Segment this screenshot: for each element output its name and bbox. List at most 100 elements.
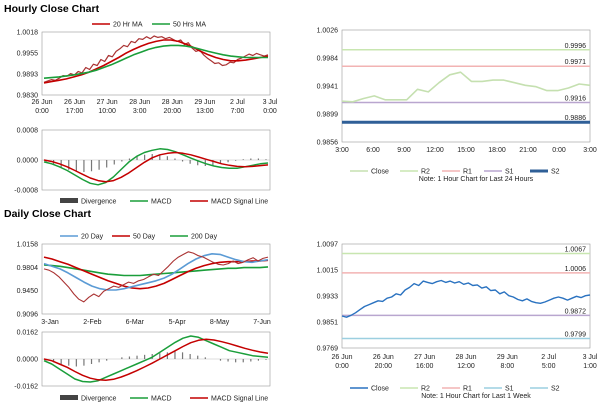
daily-section-title: Daily Close Chart bbox=[4, 208, 91, 220]
daily-pivot-xtick-6-0: 3 Jul bbox=[583, 354, 598, 361]
hourly-price-frame bbox=[41, 31, 271, 96]
daily-pivot-legend-0-label: Close bbox=[371, 386, 389, 393]
daily-pivot-xtick-3-1: 12:00 bbox=[457, 363, 475, 370]
daily-pivot-ytick-0: 1.0097 bbox=[317, 242, 339, 249]
hourly-pivot-xtick-1-0: 6:00 bbox=[366, 147, 380, 154]
daily-200day-line bbox=[43, 264, 269, 277]
daily-price-chart: 1.0158 0.9804 0.9450 0.9096 20 Day 50 Day 200 … bbox=[17, 234, 271, 327]
hourly-pivot-note: Note: 1 Hour Chart for Last 24 Hours bbox=[419, 176, 534, 183]
daily-pivot-xtick-2-0: 27 Jun bbox=[414, 354, 435, 361]
daily-pivot-level-label-s1: 0.9872 bbox=[565, 308, 587, 315]
daily-pivot-note: Note: 1 Hour Chart for Last 1 Week bbox=[421, 393, 531, 400]
hourly-pivot-xtick-2-0: 9:00 bbox=[397, 147, 411, 154]
hourly-price-xtick-7-1: 0:00 bbox=[263, 108, 277, 115]
hourly-20hr-ma-line bbox=[43, 39, 269, 84]
daily-legend-divergence-swatch bbox=[60, 395, 78, 400]
hourly-price-xtick-4-1: 20:00 bbox=[164, 108, 182, 115]
hourly-pivot-legend-1-label: R2 bbox=[421, 169, 430, 176]
hourly-price-chart: 1.0018 0.9955 0.9893 0.9830 20 Hr MA 50 Hrs M… bbox=[17, 22, 278, 116]
daily-pivot-legend-2-label: R1 bbox=[463, 386, 472, 393]
hourly-pivot-ytick-3: 0.9899 bbox=[317, 112, 339, 119]
hourly-pivot-legend-4-label: S2 bbox=[551, 169, 560, 176]
hourly-pivot-xtick-6-0: 21:00 bbox=[519, 147, 537, 154]
daily-pivot-xtick-1-0: 26 Jun bbox=[373, 354, 394, 361]
daily-price-ytick-3: 0.9096 bbox=[17, 312, 39, 319]
daily-20day-line bbox=[43, 252, 269, 291]
hourly-legend-20hr-label: 20 Hr MA bbox=[113, 22, 143, 29]
hourly-price-ytick-0: 1.0018 bbox=[17, 30, 39, 37]
hourly-pivot-ytick-4: 0.9856 bbox=[317, 140, 339, 147]
hourly-pivot-xtick-5-0: 18:00 bbox=[488, 147, 506, 154]
daily-macd-ytick-0: 0.0162 bbox=[17, 330, 39, 337]
hourly-pivot-legend-2-label: R1 bbox=[463, 169, 472, 176]
hourly-legend-macd-label: MACD bbox=[151, 199, 172, 206]
hourly-price-xtick-0-1: 0:00 bbox=[35, 108, 49, 115]
daily-macd-line bbox=[43, 335, 269, 383]
daily-pivot-ytick-2: 0.9933 bbox=[317, 294, 339, 301]
hourly-pivot-level-label-s2: 0.9886 bbox=[565, 115, 587, 122]
daily-price-xtick-5: 7-Jun bbox=[253, 319, 271, 326]
daily-macd-ytick-2: -0.0162 bbox=[14, 384, 38, 391]
hourly-price-xtick-3-0: 28 Jun bbox=[129, 99, 150, 106]
hourly-pivot-xtick-0-0: 3:00 bbox=[335, 147, 349, 154]
hourly-price-xtick-2-0: 27 Jun bbox=[97, 99, 118, 106]
daily-pivot-chart: 1.0097 1.0015 0.9933 0.9851 0.9769 1.0067 1.00… bbox=[317, 242, 598, 401]
daily-pivot-legend-3-label: S1 bbox=[505, 386, 514, 393]
hourly-50hr-ma-line bbox=[43, 44, 268, 79]
daily-price-xtick-2: 6-Mar bbox=[126, 319, 145, 326]
daily-pivot-legend-1-label: R2 bbox=[421, 386, 430, 393]
daily-pivot-xtick-5-0: 2 Jul bbox=[541, 354, 556, 361]
daily-pivot-xtick-2-1: 16:00 bbox=[416, 363, 434, 370]
hourly-macd-ytick-2: -0.0008 bbox=[14, 188, 38, 195]
daily-legend-macd-label: MACD bbox=[151, 396, 172, 403]
daily-legend-divergence-label: Divergence bbox=[81, 396, 117, 403]
hourly-pivot-ytick-1: 0.9984 bbox=[317, 56, 339, 63]
daily-legend-50day-label: 50 Day bbox=[133, 234, 156, 241]
daily-price-ytick-1: 0.9804 bbox=[17, 265, 39, 272]
hourly-macd-line bbox=[43, 148, 269, 186]
daily-pivot-ytick-3: 0.9851 bbox=[317, 320, 339, 327]
daily-pivot-level-label-r2: 1.0067 bbox=[565, 247, 587, 254]
hourly-price-xtick-1-0: 26 Jun bbox=[64, 99, 85, 106]
hourly-pivot-ytick-2: 0.9941 bbox=[317, 84, 339, 91]
daily-price-xtick-4: 8-May bbox=[210, 319, 230, 326]
hourly-macd-ytick-1: 0.0000 bbox=[17, 158, 39, 165]
daily-pivot-xtick-4-0: 29 Jun bbox=[497, 354, 518, 361]
daily-pivot-level-label-r1: 1.0006 bbox=[565, 266, 587, 273]
daily-price-xtick-3: 5-Apr bbox=[169, 319, 187, 326]
hourly-section-title: Hourly Close Chart bbox=[4, 3, 100, 15]
hourly-pivot-close-line bbox=[341, 71, 591, 103]
hourly-price-xtick-5-0: 29 Jun bbox=[194, 99, 215, 106]
hourly-legend-signal-label: MACD Signal Line bbox=[211, 199, 268, 206]
hourly-pivot-xtick-8-0: 3:00 bbox=[583, 147, 597, 154]
hourly-price-xtick-1-1: 17:00 bbox=[66, 108, 84, 115]
hourly-macd-ytick-0: 0.0008 bbox=[17, 128, 39, 135]
hourly-legend-divergence-label: Divergence bbox=[81, 199, 117, 206]
daily-pivot-ytick-1: 1.0015 bbox=[317, 268, 339, 275]
hourly-price-ytick-2: 0.9893 bbox=[17, 72, 39, 79]
hourly-legend-50hr-label: 50 Hrs MA bbox=[173, 22, 206, 29]
hourly-pivot-xtick-3-0: 12:00 bbox=[426, 147, 444, 154]
daily-pivot-close-line bbox=[341, 279, 591, 318]
hourly-pivot-level-label-r2: 0.9996 bbox=[565, 43, 587, 50]
hourly-price-xtick-7-0: 3 Jul bbox=[263, 99, 278, 106]
daily-pivot-xtick-4-1: 8:00 bbox=[501, 363, 515, 370]
daily-pivot-xtick-3-0: 28 Jun bbox=[455, 354, 476, 361]
daily-pivot-ytick-4: 0.9769 bbox=[317, 346, 339, 353]
hourly-price-xtick-0-0: 26 Jun bbox=[31, 99, 52, 106]
daily-legend-200day-label: 200 Day bbox=[191, 234, 218, 241]
daily-price-ytick-2: 0.9450 bbox=[17, 288, 39, 295]
hourly-price-xtick-4-0: 28 Jun bbox=[162, 99, 183, 106]
hourly-price-xtick-3-1: 3:00 bbox=[133, 108, 147, 115]
daily-pivot-legend-4-label: S2 bbox=[551, 386, 560, 393]
daily-pivot-xtick-0-0: 26 Jun bbox=[331, 354, 352, 361]
hourly-signal-line bbox=[43, 151, 269, 183]
hourly-price-xtick-6-1: 7:00 bbox=[231, 108, 245, 115]
hourly-macd-chart: 0.0008 0.0000 -0.0008 Divergence MACD MACD Si… bbox=[14, 128, 271, 206]
daily-signal-line bbox=[43, 338, 269, 382]
hourly-pivot-xtick-4-0: 15:00 bbox=[457, 147, 475, 154]
daily-pivot-frame bbox=[341, 243, 591, 349]
hourly-price-ytick-3: 0.9830 bbox=[17, 93, 39, 100]
hourly-pivot-level-label-s1: 0.9916 bbox=[565, 95, 587, 102]
hourly-price-xtick-6-0: 2 Jul bbox=[230, 99, 245, 106]
